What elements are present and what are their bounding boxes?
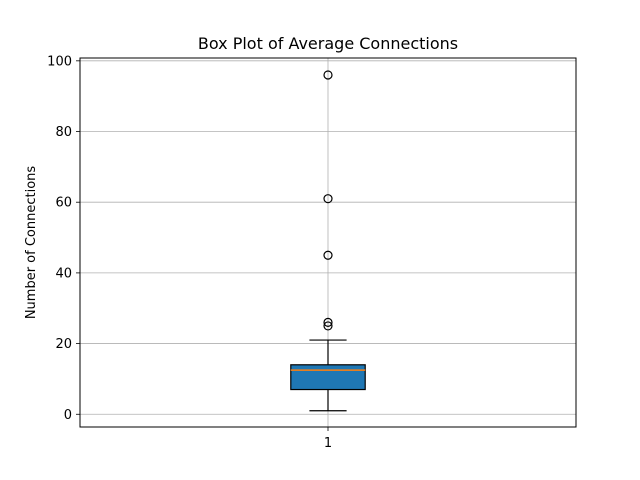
tick-layer: 0 20 40 60 80 100 1 <box>47 54 332 451</box>
y-tick-label: 80 <box>55 125 72 140</box>
grid-layer <box>80 58 576 427</box>
y-tick-label: 20 <box>55 337 72 352</box>
outlier-point <box>323 250 333 260</box>
y-tick-label: 40 <box>55 266 72 281</box>
y-axis-label: Number of Connections <box>24 166 39 320</box>
y-tick-label: 0 <box>64 408 72 423</box>
y-tick-label: 60 <box>55 196 72 211</box>
box-layer <box>290 70 366 412</box>
y-tick-label: 100 <box>47 54 72 69</box>
outlier-point <box>323 317 333 327</box>
plot-area-frame <box>79 57 577 428</box>
x-tick-label: 1 <box>324 436 332 451</box>
iqr-box <box>290 364 366 391</box>
outlier-point <box>323 321 333 331</box>
outlier-point <box>323 194 333 204</box>
outlier-point <box>323 70 333 80</box>
chart-title: Box Plot of Average Connections <box>198 34 458 53</box>
